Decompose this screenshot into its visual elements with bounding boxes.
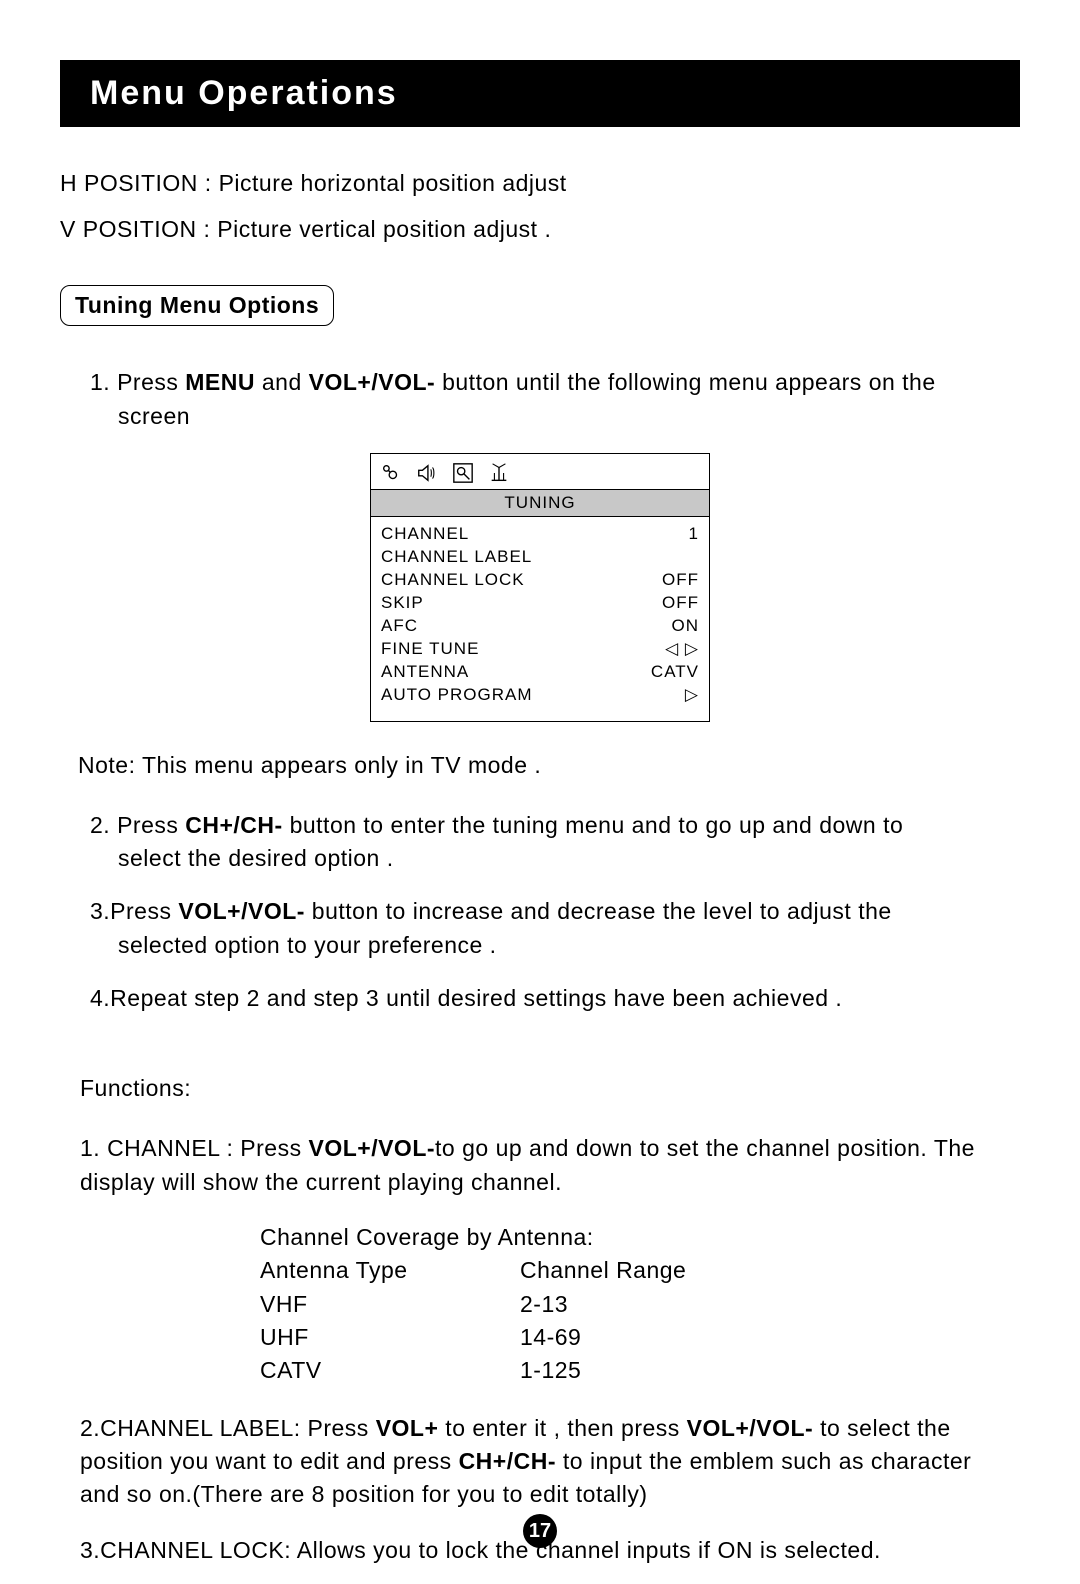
cell: 14-69 [520, 1321, 720, 1354]
text: and [255, 369, 309, 395]
text: button to increase and decrease the leve… [305, 898, 892, 924]
menu-row: ANTENNA CATV [381, 661, 699, 684]
text: to go up and down to set the channel pos… [435, 1135, 927, 1161]
function-2: 2.CHANNEL LABEL: Press VOL+ to enter it … [80, 1412, 1020, 1512]
menu-label: CHANNEL LOCK [381, 569, 525, 592]
menu-value: 1 [689, 523, 699, 546]
table-row: UHF14-69 [260, 1321, 1020, 1354]
coverage-title: Channel Coverage by Antenna: [260, 1221, 1020, 1254]
menu-row: CHANNEL LABEL [381, 546, 699, 569]
hposition-text: H POSITION : Picture horizontal position… [60, 167, 1020, 199]
vposition-text: V POSITION : Picture vertical position a… [60, 213, 1020, 245]
cell: CATV [260, 1354, 520, 1387]
text: and so on.(There are 8 position for you … [80, 1481, 648, 1507]
page-title: Menu Operations [60, 60, 1020, 127]
vol-keyword: VOL+/VOL- [308, 1135, 435, 1161]
text: to enter it , then press [438, 1415, 686, 1441]
menu-label: AFC [381, 615, 418, 638]
functions-heading: Functions: [80, 1075, 1020, 1102]
search-icon [451, 462, 475, 484]
sound-icon [415, 462, 439, 484]
menu-row: AFC ON [381, 615, 699, 638]
vol-keyword: VOL+/VOL- [178, 898, 305, 924]
menu-row: CHANNEL 1 [381, 523, 699, 546]
text: 1. CHANNEL : Press [80, 1135, 308, 1161]
text: 3.Press [90, 898, 178, 924]
text: selected option to your preference . [118, 929, 1020, 962]
antenna-icon [487, 462, 511, 484]
text: screen [118, 400, 1020, 433]
menu-value: ON [672, 615, 700, 638]
table-header: Antenna Type Channel Range [260, 1254, 1020, 1287]
text: select the desired option . [118, 842, 1020, 875]
text: position you want to edit and press [80, 1448, 459, 1474]
text: button until the following menu appears … [435, 369, 935, 395]
ch-keyword: CH+/CH- [185, 812, 282, 838]
function-1: 1. CHANNEL : Press VOL+/VOL-to go up and… [80, 1132, 1020, 1199]
col-header: Antenna Type [260, 1254, 520, 1287]
menu-keyword: MENU [185, 369, 255, 395]
cell: 2-13 [520, 1288, 720, 1321]
coverage-table: Channel Coverage by Antenna: Antenna Typ… [260, 1221, 1020, 1388]
ch-keyword: CH+/CH- [459, 1448, 556, 1474]
menu-label: ANTENNA [381, 661, 469, 684]
text: to select the [813, 1415, 950, 1441]
page-number: 17 [523, 1514, 557, 1548]
menu-value: OFF [662, 592, 699, 615]
table-row: VHF2-13 [260, 1288, 1020, 1321]
menu-body: CHANNEL 1 CHANNEL LABEL CHANNEL LOCK OFF S… [371, 517, 709, 721]
menu-label: SKIP [381, 592, 424, 615]
menu-row: SKIP OFF [381, 592, 699, 615]
text: 2. Press [90, 812, 185, 838]
menu-value: ▷ [685, 684, 699, 707]
menu-value: CATV [651, 661, 699, 684]
text: 2.CHANNEL LABEL: Press [80, 1415, 376, 1441]
menu-label: FINE TUNE [381, 638, 479, 661]
text: to input the emblem such as character [556, 1448, 971, 1474]
vol-keyword: VOL+/VOL- [687, 1415, 814, 1441]
table-row: CATV1-125 [260, 1354, 1020, 1387]
menu-row: FINE TUNE ◁ ▷ [381, 638, 699, 661]
tuning-menu: TUNING CHANNEL 1 CHANNEL LABEL CHANNEL LO… [370, 453, 710, 722]
step-3: 3.Press VOL+/VOL- button to increase and… [90, 895, 1020, 962]
menu-label: CHANNEL [381, 523, 469, 546]
menu-row: AUTO PROGRAM ▷ [381, 684, 699, 707]
cell: 1-125 [520, 1354, 720, 1387]
vol-keyword: VOL+ [376, 1415, 439, 1441]
vol-keyword: VOL+/VOL- [309, 369, 436, 395]
cell: UHF [260, 1321, 520, 1354]
col-header: Channel Range [520, 1254, 720, 1287]
menu-label: AUTO PROGRAM [381, 684, 532, 707]
menu-row: CHANNEL LOCK OFF [381, 569, 699, 592]
picture-icon [379, 462, 403, 484]
menu-value: OFF [662, 569, 699, 592]
step-1: 1. Press MENU and VOL+/VOL- button until… [90, 366, 1020, 433]
step-4: 4.Repeat step 2 and step 3 until desired… [90, 982, 1020, 1015]
menu-header: TUNING [371, 490, 709, 517]
text: button to enter the tuning menu and to g… [283, 812, 904, 838]
text: 1. Press [90, 369, 185, 395]
menu-icon-row [371, 454, 709, 490]
menu-label: CHANNEL LABEL [381, 546, 532, 569]
note-text: Note: This menu appears only in TV mode … [78, 752, 1020, 779]
menu-value: ◁ ▷ [665, 638, 699, 661]
section-heading: Tuning Menu Options [60, 285, 334, 326]
step-2: 2. Press CH+/CH- button to enter the tun… [90, 809, 1020, 876]
cell: VHF [260, 1288, 520, 1321]
